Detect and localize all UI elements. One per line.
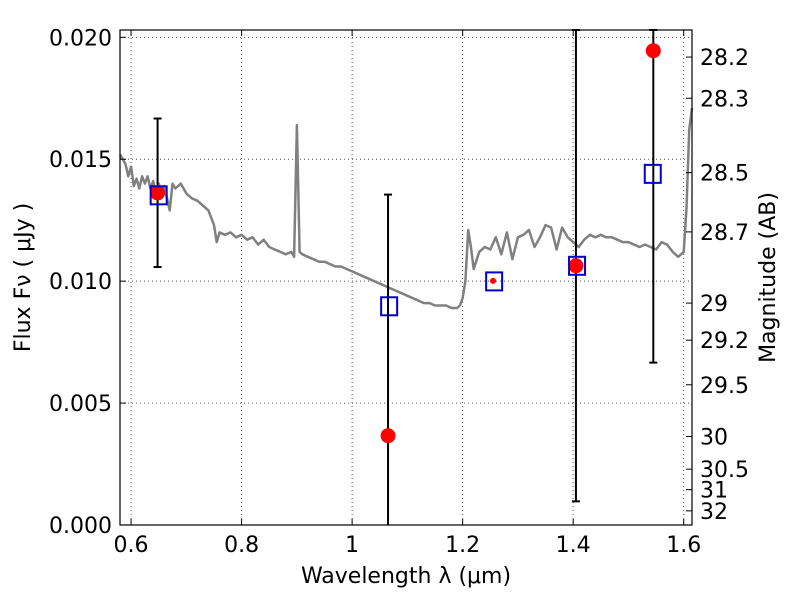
y-tick-label: 0.020 <box>49 26 112 51</box>
observed-point <box>150 185 166 201</box>
model-point <box>643 163 662 184</box>
model-points <box>149 163 662 317</box>
y2-tick-label: 28.5 <box>700 162 749 187</box>
model-point <box>485 271 504 292</box>
x-tick-label: 0.6 <box>114 533 149 558</box>
axis-ticks: 0.6 0.8 1 1.2 1.4 1.6 0.000 0.005 0.010 0.015 0.02… <box>49 26 749 558</box>
observed-point <box>645 43 661 59</box>
model-point <box>568 255 587 276</box>
model-point <box>149 185 168 206</box>
y2-tick-label: 29.5 <box>700 374 749 399</box>
x-tick-label: 1.2 <box>445 533 480 558</box>
y2-tick-label: 31 <box>700 479 728 504</box>
observed-point <box>568 258 584 274</box>
y2-tick-label: 30 <box>700 425 728 450</box>
y2-tick-label: 28.3 <box>700 87 749 112</box>
x-axis-label: Wavelength λ (μm) <box>301 564 511 589</box>
y2-tick-label: 28.7 <box>700 221 749 246</box>
y2-axis-label: Magnitude (AB) <box>756 192 781 363</box>
error-bars <box>153 29 658 525</box>
template-spectrum <box>118 107 694 310</box>
y-tick-label: 0.010 <box>49 270 112 295</box>
template-spectrum-line <box>118 107 694 310</box>
y2-tick-label: 29 <box>700 292 728 317</box>
observed-point <box>380 428 396 444</box>
x-tick-label: 1 <box>345 533 359 558</box>
x-tick-label: 1.4 <box>556 533 591 558</box>
x-tick-label: 0.8 <box>224 533 259 558</box>
y-tick-label: 0.015 <box>49 148 112 173</box>
x-tick-label: 1.6 <box>666 533 701 558</box>
model-point <box>380 296 399 317</box>
y2-tick-label: 28.2 <box>700 46 749 71</box>
observed-point <box>490 277 497 284</box>
y-tick-label: 0.000 <box>49 514 112 539</box>
y2-tick-label: 30.5 <box>700 458 749 483</box>
observed-points <box>150 43 661 444</box>
y2-tick-label: 32 <box>700 500 728 525</box>
plot-frame <box>119 29 693 526</box>
grid-lines <box>120 30 692 526</box>
y-axis-label: Flux Fν ( μJy ) <box>11 203 36 352</box>
y2-tick-label: 29.2 <box>700 329 749 354</box>
y-tick-label: 0.005 <box>49 392 112 417</box>
